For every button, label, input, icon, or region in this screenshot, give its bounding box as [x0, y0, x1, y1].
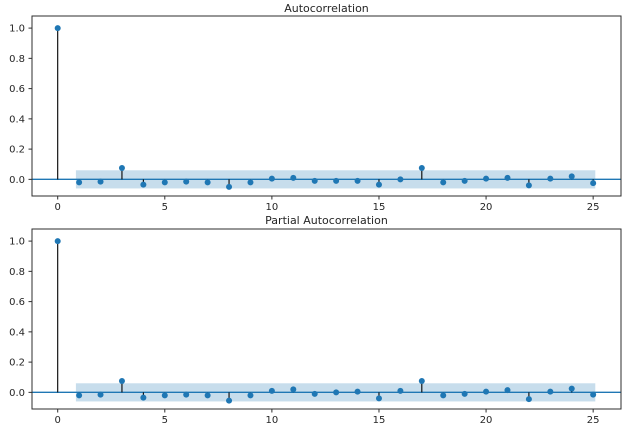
acf-plot: 0 5 10 15 20 25 0.0 0.2 0.4 0.6 0.8 1.0: [9, 15, 622, 213]
acf-marker: [397, 176, 404, 183]
acf-marker: [568, 173, 575, 180]
pacf-marker: [504, 387, 511, 394]
pacf-marker: [54, 238, 61, 245]
acf-marker: [247, 179, 254, 186]
acf-x-tick-label: 0: [55, 202, 61, 213]
pacf-x-tick-label: 20: [480, 415, 493, 426]
pacf-x-tick-label: 15: [373, 415, 386, 426]
pacf-plot-title: Partial Autocorrelation: [265, 214, 388, 227]
pacf-y-tick-label: 0.4: [9, 327, 25, 338]
acf-marker: [204, 179, 211, 186]
pacf-marker: [547, 388, 554, 395]
pacf-y-tick-label: 0.8: [9, 267, 25, 278]
acf-y-tick-label: 1.0: [9, 24, 25, 35]
acf-marker: [461, 177, 468, 184]
pacf-marker: [483, 388, 490, 395]
pacf-y-axis: 0.0 0.2 0.4 0.6 0.8 1.0: [9, 237, 32, 399]
pacf-x-tick-label: 5: [162, 415, 168, 426]
pacf-axes-frame: [31, 228, 622, 410]
acf-marker: [311, 177, 318, 184]
pacf-marker: [118, 378, 125, 385]
pacf-x-tick-label: 25: [587, 415, 600, 426]
pacf-y-tick-label: 1.0: [9, 237, 25, 248]
acf-x-axis: 0 5 10 15 20 25: [55, 196, 600, 213]
acf-x-tick-label: 10: [266, 202, 279, 213]
acf-x-tick-label: 15: [373, 202, 386, 213]
acf-marker: [118, 165, 125, 172]
pacf-x-tick-label: 0: [55, 415, 61, 426]
pacf-x-axis: 0 5 10 15 20 25: [55, 409, 600, 426]
pacf-marker: [268, 387, 275, 394]
acf-x-tick-label: 25: [587, 202, 600, 213]
acf-marker: [161, 179, 168, 186]
pacf-marker: [76, 392, 83, 399]
acf-x-tick-label: 20: [480, 202, 493, 213]
pacf-marker: [333, 389, 340, 396]
acf-marker: [290, 174, 297, 181]
acf-y-axis: 0.0 0.2 0.4 0.6 0.8 1.0: [9, 24, 32, 186]
acf-marker: [354, 177, 361, 184]
acf-marker: [525, 182, 532, 189]
pacf-marker: [290, 386, 297, 393]
pacf-marker: [354, 388, 361, 395]
pacf-y-tick-label: 0.6: [9, 297, 25, 308]
pacf-y-tick-label: 0.0: [9, 388, 25, 399]
acf-marker: [590, 180, 597, 187]
pacf-marker: [204, 392, 211, 399]
acf-marker: [226, 183, 233, 190]
pacf-marker: [140, 394, 147, 401]
acf-marker: [504, 174, 511, 181]
pacf-marker: [97, 391, 104, 398]
acf-y-tick-label: 0.2: [9, 145, 25, 156]
pacf-marker: [461, 390, 468, 397]
pacf-marker: [183, 391, 190, 398]
acf-x-tick-label: 5: [162, 202, 168, 213]
acf-marker: [97, 178, 104, 185]
acf-y-tick-label: 0.0: [9, 175, 25, 186]
pacf-marker: [568, 385, 575, 392]
acf-marker: [547, 175, 554, 182]
pacf-stems: [57, 241, 594, 401]
pacf-marker: [418, 378, 425, 385]
pacf-markers: [54, 238, 597, 404]
acf-marker: [54, 25, 61, 32]
acf-marker: [268, 175, 275, 182]
acf-axes-frame: [31, 15, 622, 197]
acf-stems: [57, 28, 594, 187]
acf-marker: [76, 179, 83, 186]
acf-y-tick-label: 0.4: [9, 114, 25, 125]
acf-marker: [440, 179, 447, 186]
acf-y-tick-label: 0.8: [9, 54, 25, 65]
pacf-marker: [311, 390, 318, 397]
pacf-marker: [161, 392, 168, 399]
acf-marker: [375, 181, 382, 188]
acf-markers: [54, 25, 597, 190]
pacf-marker: [247, 392, 254, 399]
pacf-marker: [525, 396, 532, 403]
pacf-marker: [397, 387, 404, 394]
pacf-marker: [440, 392, 447, 399]
acf-marker: [333, 177, 340, 184]
acf-y-tick-label: 0.6: [9, 84, 25, 95]
acf-marker: [140, 181, 147, 188]
pacf-marker: [590, 391, 597, 398]
pacf-x-tick-label: 10: [266, 415, 279, 426]
acf-marker: [183, 178, 190, 185]
pacf-marker: [226, 397, 233, 404]
pacf-marker: [375, 395, 382, 402]
acf-plot-title: Autocorrelation: [284, 2, 369, 15]
acf-marker: [483, 175, 490, 182]
pacf-y-tick-label: 0.2: [9, 358, 25, 369]
acf-marker: [418, 165, 425, 172]
pacf-plot: 0 5 10 15 20 25 0.0 0.2 0.4 0.6 0.8 1.0: [9, 228, 622, 426]
